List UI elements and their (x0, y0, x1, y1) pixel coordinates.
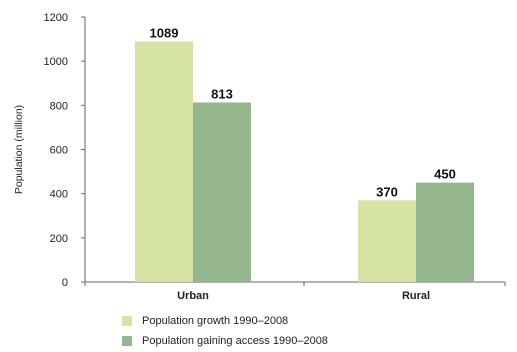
data-label: 450 (434, 167, 456, 182)
y-tick-label: 1000 (44, 56, 68, 68)
legend-label-growth: Population growth 1990–2008 (142, 315, 289, 327)
y-tick-label: 600 (50, 145, 68, 157)
category-labels: Urban Rural (177, 290, 430, 302)
y-tick-label: 800 (50, 100, 68, 112)
data-label: 370 (376, 184, 398, 199)
legend-item-growth: Population growth 1990–2008 (122, 315, 288, 327)
y-tick-label: 1200 (44, 12, 68, 24)
bar-urban-series-1 (193, 102, 251, 283)
legend-label-access: Population gaining access 1990–2008 (142, 335, 328, 347)
bar-rural-series-0 (358, 200, 416, 282)
bar-rural-series-1 (416, 182, 474, 282)
x-category-label: Urban (177, 290, 209, 302)
y-tick-label: 400 (50, 189, 68, 201)
data-label: 1089 (150, 26, 179, 41)
y-tick-label: 200 (50, 233, 68, 245)
x-category-label: Rural (402, 290, 430, 302)
legend-swatch-growth (122, 316, 132, 326)
y-tick-label: 0 (62, 277, 68, 289)
y-axis-label: Population (million) (13, 105, 25, 194)
legend-item-access: Population gaining access 1990–2008 (122, 335, 328, 347)
data-label: 813 (211, 86, 233, 101)
bar-urban-series-0 (135, 41, 193, 283)
legend-swatch-access (122, 336, 132, 346)
bars: 1089 813 370 450 (135, 26, 474, 283)
y-axis-ticks: 0 200 400 600 800 1000 1200 (44, 12, 506, 289)
